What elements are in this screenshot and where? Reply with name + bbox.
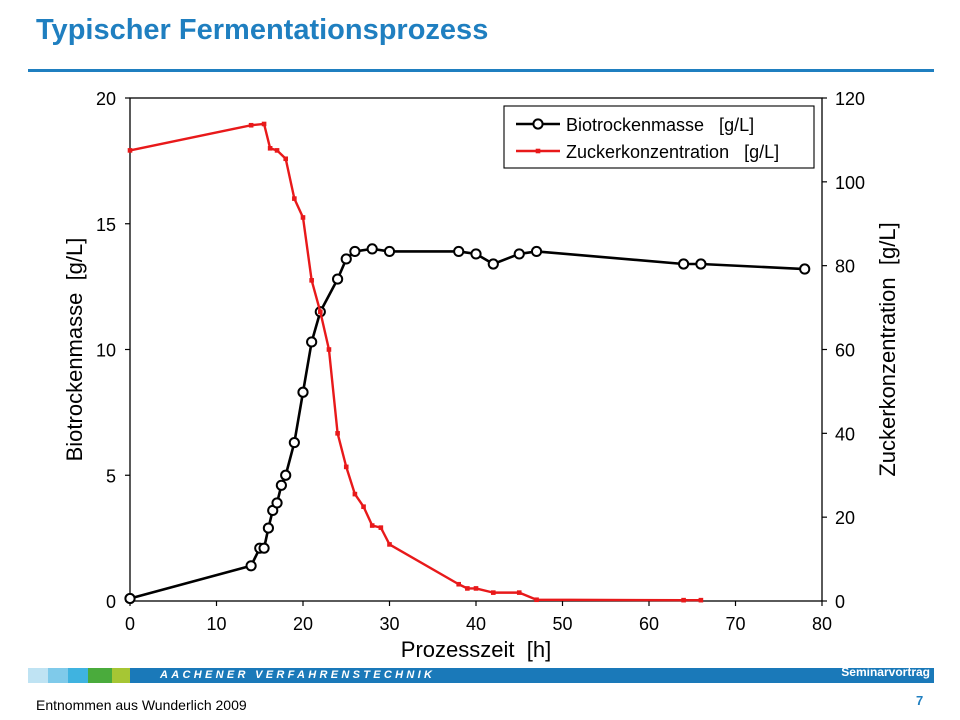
biomass-point <box>124 592 136 605</box>
biomass-point <box>453 245 465 258</box>
footer-color-swatch <box>28 668 48 683</box>
sugar-point <box>698 597 704 603</box>
footer-color-swatch <box>48 668 68 683</box>
sugar-point <box>267 146 273 151</box>
source-citation: Entnommen aus Wunderlich 2009 <box>36 697 247 713</box>
slide-title: Typischer Fermentationsprozess <box>36 14 489 46</box>
biomass-point <box>487 258 499 270</box>
footer-brand-band: AACHENER VERFAHRENSTECHNIK Seminarvortra… <box>130 665 934 683</box>
title-divider <box>28 69 934 72</box>
legend-label: Zuckerkonzentration [g/L] <box>566 142 779 162</box>
sugar-point <box>369 523 375 528</box>
plot-frame <box>129 97 823 602</box>
sugar-point <box>261 121 267 127</box>
biomass-point <box>695 258 707 270</box>
x-axis-title: Prozesszeit [h] <box>401 637 551 662</box>
biomass-point <box>340 253 352 265</box>
y2-tick-label: 120 <box>835 89 865 109</box>
x-tick-label: 20 <box>293 614 313 634</box>
biomass-point <box>383 245 396 258</box>
x-tick-label: 80 <box>812 614 832 634</box>
biomass-point <box>275 479 287 491</box>
biomass-point <box>349 245 361 258</box>
y-tick-label: 5 <box>106 466 116 486</box>
footer-bar: AACHENER VERFAHRENSTECHNIK Seminarvortra… <box>28 665 934 683</box>
page-number: 7 <box>916 693 924 708</box>
footer-color-swatch <box>88 668 112 683</box>
biomass-point <box>245 560 257 572</box>
footer-color-swatch <box>68 668 88 683</box>
biomass-point <box>530 245 543 258</box>
biomass-point <box>678 258 690 270</box>
x-tick-label: 50 <box>552 614 572 634</box>
biomass-point <box>513 248 525 260</box>
sugar-point <box>335 431 340 436</box>
y2-axis-title: Zuckerkonzentration [g/L] <box>875 222 900 476</box>
sugar-point <box>300 215 306 220</box>
sugar-point <box>456 581 461 587</box>
biomass-point <box>799 263 811 275</box>
legend-label: Biotrockenmasse [g/L] <box>566 115 754 135</box>
y-tick-label: 20 <box>96 89 116 109</box>
sugar-point <box>361 504 366 509</box>
y-axis-title: Biotrockenmasse [g/L] <box>62 238 87 462</box>
footer-color-swatch <box>112 668 130 683</box>
x-tick-label: 60 <box>639 614 659 634</box>
footer-label: Seminarvortrag <box>841 665 930 679</box>
legend-box <box>503 105 815 169</box>
x-tick-label: 10 <box>206 614 226 634</box>
biomass-point <box>258 542 270 554</box>
biomass-point <box>280 469 292 481</box>
sugar-point <box>274 148 280 153</box>
y2-tick-label: 0 <box>835 592 845 612</box>
sugar-point <box>378 525 384 530</box>
sugar-point <box>283 156 288 162</box>
sugar-point <box>465 586 470 591</box>
legend-marker <box>532 118 544 130</box>
sugar-point <box>127 148 133 153</box>
sugar-point <box>318 309 323 315</box>
sugar-point <box>292 196 297 201</box>
y-tick-label: 15 <box>96 215 116 235</box>
biomass-point <box>271 497 283 509</box>
y2-tick-label: 20 <box>835 508 855 528</box>
x-tick-label: 0 <box>125 614 135 634</box>
y2-tick-label: 100 <box>835 173 865 193</box>
biomass-point <box>470 248 482 260</box>
sugar-point <box>516 590 522 595</box>
y-tick-label: 10 <box>96 341 116 361</box>
sugar-point <box>534 597 539 603</box>
x-tick-label: 40 <box>466 614 486 634</box>
sugar-point <box>473 586 479 591</box>
fermentation-chart: 0 10 20 30 40 50 60 70 8005101520020406080100120… <box>62 89 900 662</box>
biomass-point <box>262 522 274 534</box>
sugar-point <box>343 464 349 470</box>
biomass-point <box>366 243 378 255</box>
sugar-point <box>248 122 254 128</box>
x-tick-label: 70 <box>725 614 745 634</box>
x-tick-label: 30 <box>379 614 399 634</box>
sugar-point <box>352 491 358 497</box>
biomass-line <box>129 247 805 600</box>
biomass-point <box>297 386 309 398</box>
biomass-point <box>332 273 344 285</box>
sugar-point <box>491 590 496 595</box>
sugar-point <box>309 278 314 283</box>
sugar-point <box>387 542 392 547</box>
biomass-point <box>288 436 300 449</box>
y2-tick-label: 40 <box>835 424 855 444</box>
sugar-line <box>129 122 701 602</box>
brand-name: AACHENER VERFAHRENSTECHNIK <box>160 669 436 681</box>
legend-marker <box>535 148 541 154</box>
y2-tick-label: 60 <box>835 341 855 361</box>
sugar-point <box>681 597 686 603</box>
y-tick-label: 0 <box>106 592 116 612</box>
biomass-point <box>306 336 318 348</box>
y2-tick-label: 80 <box>835 257 855 277</box>
sugar-point <box>326 347 332 352</box>
